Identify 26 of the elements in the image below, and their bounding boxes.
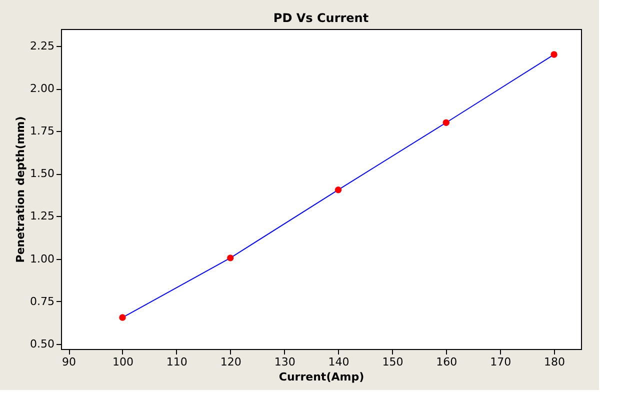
point <box>119 314 126 321</box>
y-tick-label: 2.25 <box>30 40 54 53</box>
x-axis-title: Current(Amp) <box>278 370 364 384</box>
x-tick-label: 160 <box>436 356 458 368</box>
x-tick-label: 100 <box>112 356 134 368</box>
x-tick-label: 180 <box>544 356 566 368</box>
point <box>550 51 558 58</box>
y-tick-label: 0.75 <box>30 294 54 308</box>
x-tick-label: 150 <box>382 356 404 368</box>
y-tick-label: 2.00 <box>30 82 54 96</box>
x-tick-label: 170 <box>490 356 512 368</box>
x-tick-label: 90 <box>62 356 76 368</box>
point <box>442 119 450 126</box>
y-tick-label: 0.50 <box>30 337 54 350</box>
x-tick-label: 130 <box>274 356 296 368</box>
x-tick-label: 120 <box>220 356 242 368</box>
y-tick-label: 1.25 <box>30 210 54 223</box>
y-tick-label: 1.50 <box>30 167 54 180</box>
y-tick-label: 1.75 <box>30 124 54 138</box>
x-tick-label: 140 <box>328 356 350 368</box>
y-axis-title: Penetration depth(mm) <box>14 116 28 263</box>
point <box>334 186 342 194</box>
chart-title: PD Vs Current <box>273 11 369 25</box>
y-tick-label: 1.00 <box>30 252 54 266</box>
x-tick-label: 110 <box>166 356 188 368</box>
point <box>227 254 234 262</box>
